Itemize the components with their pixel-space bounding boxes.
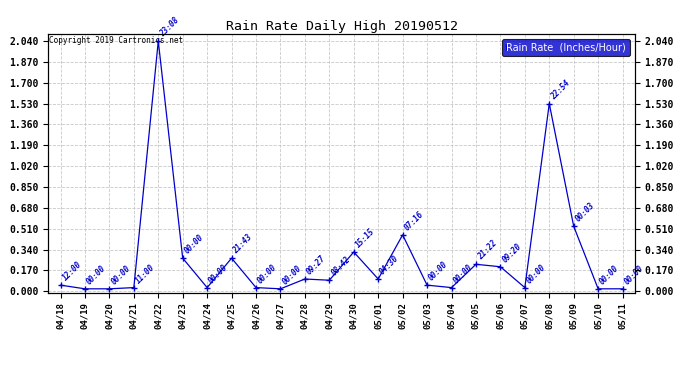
Text: 12:00: 12:00 <box>61 260 83 283</box>
Text: 00:00: 00:00 <box>451 262 474 285</box>
Legend: Rain Rate  (Inches/Hour): Rain Rate (Inches/Hour) <box>502 39 630 56</box>
Text: 00:00: 00:00 <box>525 262 548 285</box>
Text: 15:15: 15:15 <box>354 227 377 250</box>
Text: 00:03: 00:03 <box>573 201 596 224</box>
Text: 11:00: 11:00 <box>134 262 157 285</box>
Text: 07:16: 07:16 <box>403 210 425 232</box>
Text: 00:00: 00:00 <box>622 264 645 286</box>
Text: 21:22: 21:22 <box>476 239 499 262</box>
Text: 23:08: 23:08 <box>158 16 181 39</box>
Text: Copyright 2019 Cartronics.net: Copyright 2019 Cartronics.net <box>50 36 184 45</box>
Text: 00:00: 00:00 <box>207 262 230 285</box>
Text: 04:30: 04:30 <box>378 254 401 276</box>
Text: 22:54: 22:54 <box>549 78 572 101</box>
Text: 09:27: 09:27 <box>305 254 328 276</box>
Text: 00:00: 00:00 <box>598 264 621 286</box>
Text: 00:00: 00:00 <box>183 233 206 256</box>
Text: 00:00: 00:00 <box>427 260 450 283</box>
Text: 00:00: 00:00 <box>85 264 108 286</box>
Text: 21:43: 21:43 <box>232 233 255 256</box>
Text: 00:00: 00:00 <box>110 264 132 286</box>
Text: 08:42: 08:42 <box>329 255 352 278</box>
Text: 09:20: 09:20 <box>500 242 523 264</box>
Text: 00:00: 00:00 <box>280 264 303 286</box>
Title: Rain Rate Daily High 20190512: Rain Rate Daily High 20190512 <box>226 20 457 33</box>
Text: 00:00: 00:00 <box>256 262 279 285</box>
